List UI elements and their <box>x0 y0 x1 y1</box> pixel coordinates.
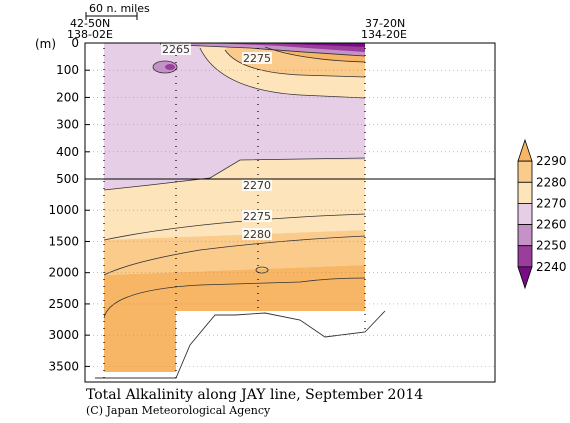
contour-line <box>152 60 178 74</box>
colorbar-swatch <box>517 266 533 290</box>
colorbar-swatch <box>517 224 533 247</box>
seafloor-line <box>95 310 386 379</box>
y-tick-label: 1000 <box>48 203 79 217</box>
copyright-credit: (C) Japan Meteorological Agency <box>86 404 271 417</box>
gridlines <box>85 69 495 367</box>
contour-line <box>103 235 366 276</box>
y-tick-label: 400 <box>56 145 79 159</box>
colorbar-swatch <box>517 203 533 225</box>
y-tick-label: 100 <box>56 63 79 77</box>
contour-line <box>103 277 366 319</box>
colorbar-swatch <box>517 138 533 162</box>
colorbar-swatch <box>517 181 533 204</box>
colorbar-level-label: 2250 <box>536 239 567 253</box>
contour-label: 2275 <box>243 52 271 65</box>
y-tick-label: 0 <box>71 36 79 50</box>
y-tick-label: 3000 <box>48 328 79 342</box>
fill-band-2290-lower <box>104 265 365 372</box>
station-right-lat: 37-20N <box>365 17 405 30</box>
distance-scale-bar: 60 n. miles <box>85 2 150 20</box>
station-left-lon: 138-02E <box>67 28 113 41</box>
y-tick-label: 3500 <box>48 359 79 373</box>
contour-line <box>255 266 269 274</box>
fill-band-2270-lower <box>104 160 365 240</box>
colorbar-swatch <box>517 245 533 268</box>
y-axis: 0 100 200 300 400 500 1000 1500 2000 2500 3000 3500 <box>48 36 90 373</box>
contour-label: 2275 <box>243 210 271 223</box>
contour-line <box>103 213 366 241</box>
y-unit-label: (m) <box>35 37 56 51</box>
y-tick-label: 300 <box>56 118 79 132</box>
colorbar-legend: 2290 2280 2270 2260 2250 2240 <box>517 138 567 290</box>
contour-label: 2280 <box>243 228 271 241</box>
y-tick-label: 500 <box>56 172 79 186</box>
contour-fill-field <box>104 43 365 372</box>
colorbar-level-label: 2260 <box>536 218 567 232</box>
plot-frame <box>84 42 496 383</box>
fill-band-below-2240 <box>260 43 365 47</box>
fill-blob-2240 <box>165 64 175 70</box>
contour-line <box>103 157 366 191</box>
colorbar-level-label: 2270 <box>536 196 567 210</box>
contour-line <box>224 49 366 78</box>
y-tick-label: 1500 <box>48 234 79 248</box>
station-left-lat: 42-50N <box>70 17 110 30</box>
y-tick-label: 2500 <box>48 297 79 311</box>
chart-title: Total Alkalinity along JAY line, Septemb… <box>86 387 423 403</box>
scale-bar-label: 60 n. miles <box>89 2 150 15</box>
station-right-lon: 134-20E <box>361 28 407 41</box>
colorbar-level-label: 2240 <box>536 260 567 274</box>
contour-label-group: 2265 2275 2270 2275 2280 <box>161 43 272 241</box>
contour-label: 2265 <box>162 43 190 56</box>
contour-lines <box>103 43 366 319</box>
y-tick-label: 200 <box>56 90 79 104</box>
contour-line <box>199 47 366 99</box>
y-tick-label: 2000 <box>48 266 79 280</box>
colorbar-swatch <box>517 160 533 183</box>
colorbar-level-label: 2280 <box>536 175 567 189</box>
contour-label: 2270 <box>243 179 271 192</box>
colorbar-level-label: 2290 <box>536 154 567 168</box>
